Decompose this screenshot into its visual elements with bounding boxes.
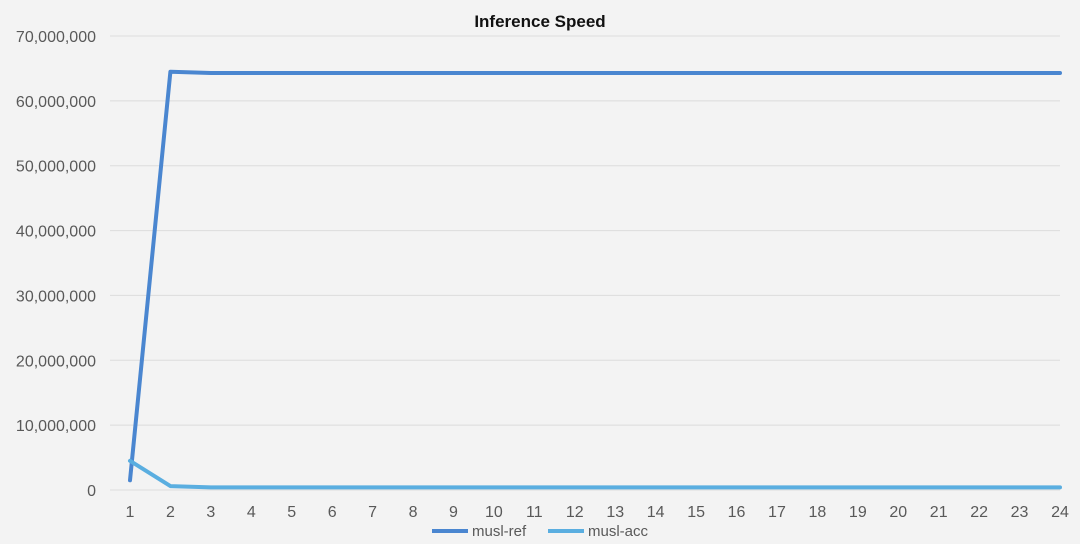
x-tick-label: 9 — [449, 504, 458, 521]
x-tick-label: 1 — [126, 504, 135, 521]
legend-label: musl-ref — [472, 523, 527, 540]
y-tick-label: 10,000,000 — [16, 418, 96, 435]
x-tick-label: 2 — [166, 504, 175, 521]
x-tick-label: 12 — [566, 504, 584, 521]
y-tick-label: 20,000,000 — [16, 353, 96, 370]
x-tick-label: 19 — [849, 504, 867, 521]
series-lines — [128, 69, 1062, 490]
x-tick-label: 20 — [889, 504, 907, 521]
legend: musl-ref musl-acc — [432, 523, 649, 540]
x-tick-label: 14 — [647, 504, 665, 521]
x-tick-label: 16 — [728, 504, 746, 521]
x-tick-label: 8 — [409, 504, 418, 521]
x-tick-label: 21 — [930, 504, 948, 521]
x-tick-label: 24 — [1051, 504, 1069, 521]
y-tick-label: 60,000,000 — [16, 94, 96, 111]
chart-title: Inference Speed — [474, 12, 605, 31]
x-tick-label: 11 — [526, 504, 543, 521]
legend-label: musl-acc — [588, 523, 649, 540]
x-tick-label: 13 — [606, 504, 624, 521]
series-line-musl-ref — [128, 69, 1062, 483]
x-tick-label: 23 — [1011, 504, 1029, 521]
y-tick-label: 50,000,000 — [16, 159, 96, 176]
x-tick-label: 17 — [768, 504, 786, 521]
y-axis-tick-labels: 0 10,000,000 20,000,000 30,000,000 40,000,00… — [16, 29, 96, 500]
y-tick-label: 30,000,000 — [16, 288, 96, 305]
x-tick-label: 4 — [247, 504, 256, 521]
y-tick-label: 0 — [87, 483, 96, 500]
x-tick-label: 5 — [287, 504, 296, 521]
x-tick-label: 6 — [328, 504, 337, 521]
x-tick-label: 22 — [970, 504, 988, 521]
x-tick-label: 18 — [808, 504, 826, 521]
gridlines — [110, 35, 1060, 491]
x-tick-label: 10 — [485, 504, 503, 521]
x-tick-label: 15 — [687, 504, 705, 521]
x-tick-label: 7 — [368, 504, 377, 521]
series-line-musl-acc — [128, 458, 1062, 490]
x-axis-tick-labels: 1 2 3 4 5 6 7 8 9 10 11 12 13 14 15 16 17 18 19 20 21 22 23 24 — [126, 504, 1069, 521]
x-tick-label: 3 — [206, 504, 215, 521]
y-tick-label: 70,000,000 — [16, 29, 96, 46]
y-tick-label: 40,000,000 — [16, 224, 96, 241]
